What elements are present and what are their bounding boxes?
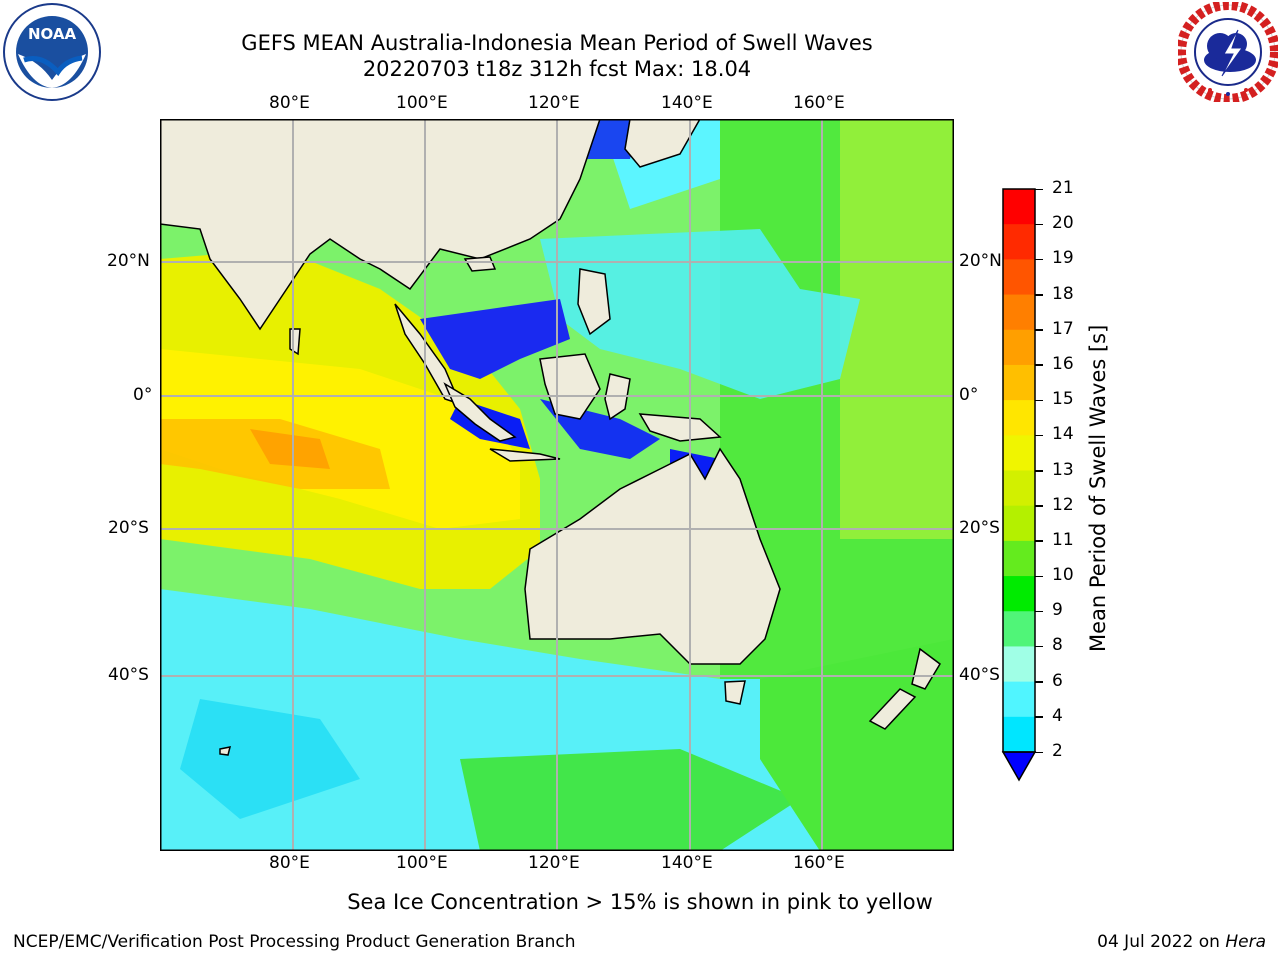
- map-frame: [160, 119, 954, 851]
- lat-tick-right: 20°S: [959, 518, 1000, 538]
- colorbar-label: 9: [1052, 600, 1063, 621]
- colorbar-tick: [1035, 223, 1043, 226]
- lat-tick-left: 0°: [133, 385, 153, 405]
- colorbar-tick: [1035, 188, 1043, 190]
- lon-tick-top: 140°E: [661, 93, 713, 113]
- colorbar-label: 12: [1052, 494, 1074, 515]
- colorbar-tick: [1035, 434, 1043, 437]
- footer-organization: NCEP/EMC/Verification Post Processing Pr…: [13, 932, 576, 952]
- colorbar-cell: [1003, 611, 1035, 647]
- noaa-logo-text: NOAA: [28, 25, 77, 43]
- tasmania: [724, 680, 746, 705]
- map-title: GEFS MEAN Australia-Indonesia Mean Perio…: [241, 31, 873, 55]
- japan: [624, 119, 701, 168]
- lat-tick-left: 20°N: [107, 251, 150, 271]
- colorbar-tick: [1035, 399, 1043, 402]
- colorbar-tick: [1035, 610, 1043, 613]
- noaa-logo: NOAA: [3, 3, 101, 101]
- colorbar-cell: [1003, 294, 1035, 331]
- colorbar-tick: [1035, 751, 1043, 753]
- colorbar-label: 19: [1052, 248, 1074, 269]
- colorbar-cell: [1003, 400, 1035, 436]
- australia: [524, 447, 781, 665]
- colorbar-title: Mean Period of Swell Waves [s]: [1086, 324, 1110, 652]
- sumatra: [443, 382, 517, 442]
- colorbar-tick: [1035, 364, 1043, 366]
- new-zealand-south: [868, 688, 917, 730]
- colorbar-tick: [1035, 575, 1043, 578]
- colorbar-label: 21: [1052, 178, 1074, 198]
- colorbar-cell: [1003, 435, 1035, 471]
- lon-tick-top: 80°E: [269, 93, 310, 113]
- lat-tick-right: 40°S: [959, 665, 1000, 685]
- colorbar-cell: [1003, 681, 1035, 718]
- colorbar-cell: [1003, 470, 1035, 507]
- colorbar-label: 16: [1052, 353, 1074, 374]
- colorbar-cell: [1003, 364, 1035, 401]
- colorbar-tick: [1035, 470, 1043, 472]
- colorbar-label: 15: [1052, 389, 1074, 410]
- sri-lanka: [289, 328, 301, 356]
- lat-tick-left: 20°S: [108, 518, 149, 538]
- colorbar-tick: [1035, 258, 1043, 261]
- map-subtitle: 20220703 t18z 312h fcst Max: 18.04: [362, 57, 752, 81]
- footer-host: Hera: [1225, 932, 1266, 952]
- sheltered-low-swell-area: [420, 299, 570, 379]
- colorbar-tick: [1035, 681, 1043, 683]
- graticule: [160, 119, 954, 851]
- colorbar-cell: [1003, 505, 1035, 542]
- colorbar-label: 17: [1052, 318, 1074, 339]
- footer-date: 04 Jul 2022 on Hera: [1097, 932, 1266, 952]
- lon-tick-top: 120°E: [528, 93, 580, 113]
- colorbar-tick: [1035, 716, 1043, 718]
- lon-tick-bottom: 80°E: [269, 853, 310, 873]
- lon-tick-bottom: 160°E: [793, 853, 845, 873]
- philippines: [577, 268, 611, 336]
- colorbar-extend-arrow: [1001, 751, 1037, 782]
- java: [489, 448, 561, 462]
- borneo: [539, 353, 601, 420]
- asia-landmass: [160, 119, 601, 331]
- lat-tick-left: 40°S: [108, 665, 149, 685]
- colorbar: [1001, 188, 1037, 782]
- lon-tick-bottom: 120°E: [528, 853, 580, 873]
- lon-tick-top: 100°E: [396, 93, 448, 113]
- nws-logo: [1178, 2, 1278, 102]
- lat-tick-right: 0°: [959, 385, 979, 405]
- sea-ice-note: Sea Ice Concentration > 15% is shown in …: [347, 890, 933, 914]
- colorbar-label: 14: [1052, 424, 1074, 445]
- lon-tick-bottom: 100°E: [396, 853, 448, 873]
- equatorial-low-swell-zone: [540, 229, 860, 399]
- colorbar-label: 20: [1052, 213, 1074, 234]
- colorbar-cell: [1003, 189, 1035, 225]
- colorbar-cell: [1003, 259, 1035, 296]
- colorbar-tick: [1035, 540, 1043, 542]
- colorbar-tick: [1035, 505, 1043, 507]
- colorbar-label: 11: [1052, 529, 1074, 550]
- footer-date-text: 04 Jul 2022 on: [1097, 932, 1220, 952]
- colorbar-cell: [1003, 646, 1035, 683]
- colorbar-cell: [1003, 224, 1035, 260]
- colorbar-cell: [1003, 576, 1035, 612]
- colorbar-label: 6: [1052, 670, 1063, 691]
- colorbar-tick: [1035, 294, 1043, 296]
- colorbar-label: 2: [1052, 741, 1063, 761]
- colorbar-cell: [1003, 716, 1035, 753]
- lon-tick-bottom: 140°E: [661, 853, 713, 873]
- colorbar-tick: [1035, 329, 1043, 331]
- colorbar-label: 13: [1052, 459, 1074, 480]
- colorbar-label: 4: [1052, 705, 1063, 726]
- lon-tick-top: 160°E: [793, 93, 845, 113]
- colorbar-cell: [1003, 540, 1035, 577]
- new-zealand-north: [911, 647, 941, 690]
- colorbar-tick: [1035, 645, 1043, 648]
- colorbar-label: 8: [1052, 635, 1063, 656]
- colorbar-label: 10: [1052, 565, 1074, 586]
- colorbar-cell: [1003, 329, 1035, 366]
- colorbar-label: 18: [1052, 283, 1074, 304]
- lat-tick-right: 20°N: [959, 251, 1002, 271]
- swell-period-map: [160, 119, 954, 851]
